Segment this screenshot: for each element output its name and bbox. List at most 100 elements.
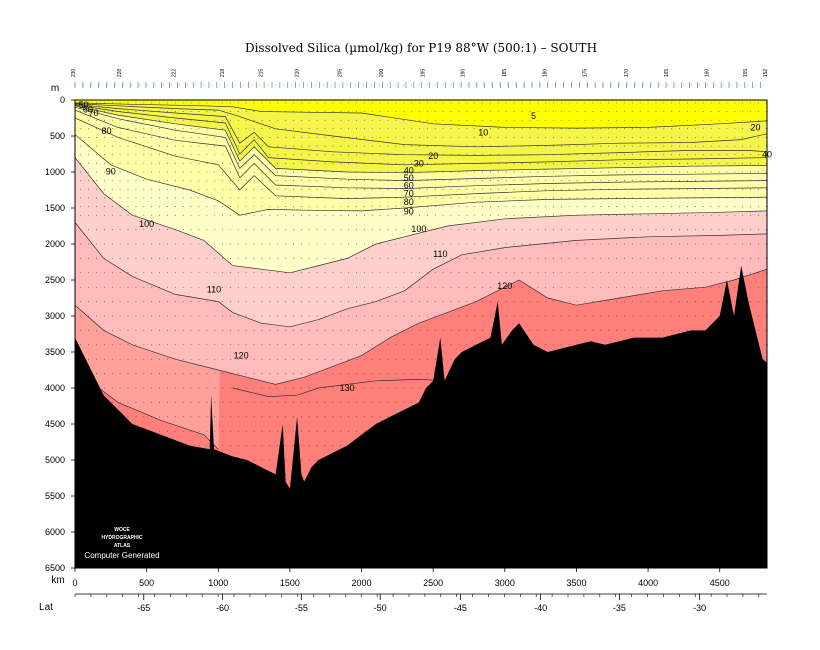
sample-dot [505,257,507,259]
sample-dot [143,162,145,164]
sample-dot [718,257,720,259]
sample-dot [111,272,113,274]
sample-dot [490,315,491,317]
sample-dot [371,154,373,156]
sample-dot [143,243,145,245]
sample-dot [206,128,208,130]
sample-dot [529,188,531,190]
sample-dot [482,171,484,173]
sample-dot [206,171,208,173]
depth-tick-label: 3500 [45,347,65,357]
sample-dot [229,154,231,156]
sample-dot [434,272,436,274]
sample-dot [324,136,326,138]
sample-dot [545,229,547,231]
sample-dot [419,128,421,130]
sample-dot [718,188,720,190]
sample-dot [442,358,444,360]
sample-dot [718,243,720,245]
sample-dot [750,119,751,121]
sample-dot [285,430,287,432]
sample-dot [616,329,618,331]
sample-dot [687,162,688,164]
sample-dot [308,229,310,231]
contour-line-120 [75,268,767,385]
sample-dot [308,286,310,288]
sample-dot [545,128,547,130]
sample-dot [734,286,736,288]
sample-dot [214,315,216,317]
station-number: 205 [337,69,343,78]
sample-dot [537,257,539,259]
sample-dot [584,329,586,331]
sample-dot [253,214,255,216]
sample-dot [679,286,681,288]
sample-dot [411,229,413,231]
sample-dot [702,257,704,259]
sample-dot [324,272,326,274]
sample-dot [222,401,224,403]
sample-dot [371,257,373,259]
sample-dot [316,180,318,182]
sample-dot [726,136,728,138]
sample-dot [584,119,586,121]
sample-dot [584,315,586,317]
sample-dot [560,329,562,331]
sample-dot [261,197,263,199]
sample-dot [245,206,247,208]
sample-dot [198,315,200,317]
sample-dot [348,344,350,346]
sample-dot [434,243,436,245]
contour-label: 80 [404,197,414,207]
sample-dot [694,145,696,147]
sample-dot [285,145,287,147]
sample-dot [340,154,342,156]
sample-dot [159,344,160,346]
sample-dot [545,119,547,121]
sample-dot [742,171,744,173]
sample-dot [324,416,326,418]
sample-dot [576,301,578,303]
sample-dot [600,257,602,259]
sample-dot [592,272,594,274]
sample-dot [631,206,633,208]
sample-dot [450,206,452,208]
sample-dot [237,401,239,403]
sample-dot [300,329,302,331]
sample-dot [616,119,618,121]
sample-dot [127,387,129,389]
sample-dot [466,329,468,331]
sample-dot [348,358,350,360]
sample-dot [119,162,121,164]
sample-dot [316,329,318,331]
sample-dot [757,145,759,147]
sample-dot [237,416,239,418]
sample-dot [348,401,350,403]
sample-dot [214,430,216,432]
sample-dot [679,229,681,231]
sample-dot [96,214,97,216]
sample-dot [166,243,168,245]
sample-dot [687,229,688,231]
sample-dot [198,162,200,164]
sample-dot [245,301,247,303]
sample-dot [426,128,428,130]
sample-dot [395,102,397,104]
sample-dot [411,111,413,112]
sample-dot [584,171,586,173]
sample-dot [647,243,649,245]
sample-dot [206,387,208,389]
sample-dot [371,286,373,288]
sample-dot [655,162,657,164]
sample-dot [190,128,192,130]
sample-dot [237,102,239,104]
sample-dot [135,214,137,216]
sample-dot [308,301,310,303]
sample-dot [308,145,310,147]
sample-dot [568,257,570,259]
sample-dot [103,272,105,274]
sample-dot [694,128,696,130]
contour-line-30 [75,103,767,156]
contour-label: 120 [234,351,249,361]
sample-dot [458,102,460,104]
